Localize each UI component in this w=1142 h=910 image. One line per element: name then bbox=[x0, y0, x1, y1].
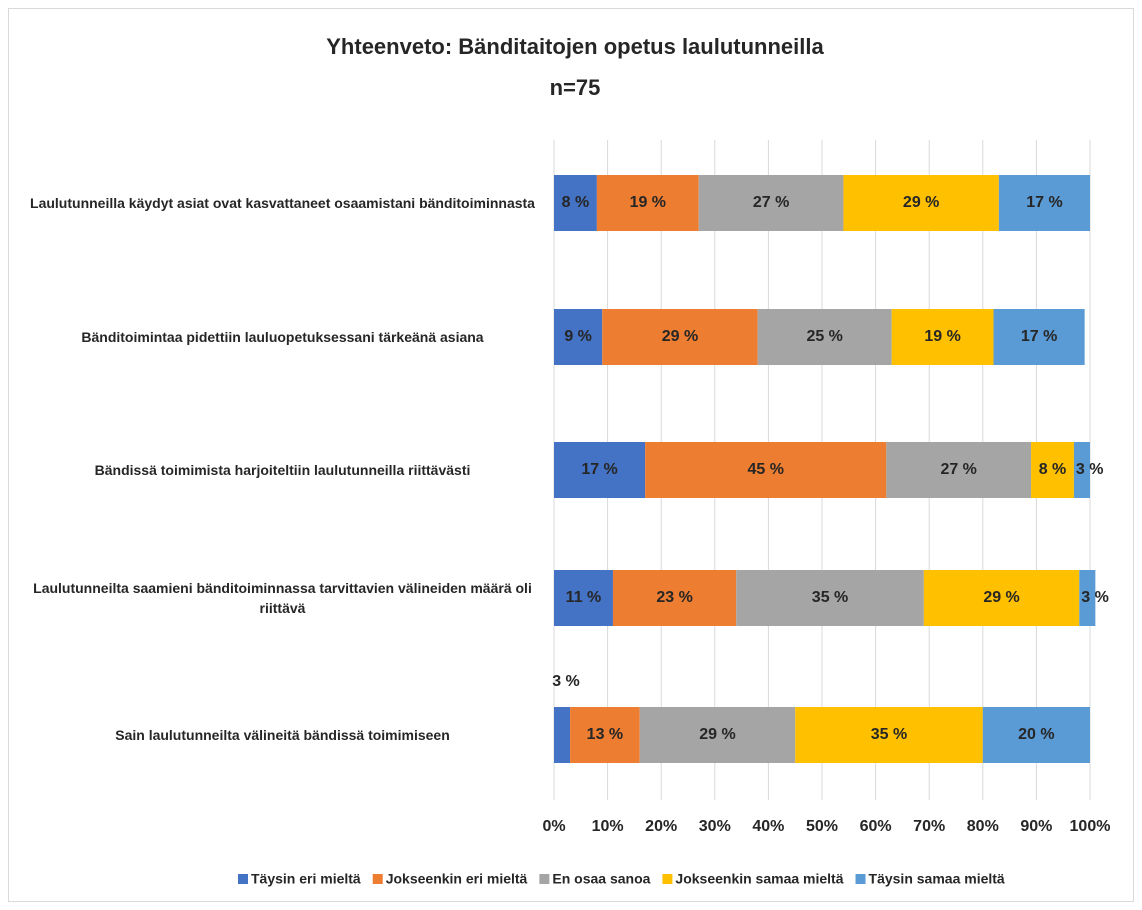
bar-segment bbox=[1031, 442, 1074, 498]
bar-segment bbox=[698, 175, 844, 231]
category-label: Laulutunneilla käydyt asiat ovat kasvatt… bbox=[30, 195, 535, 211]
bar-segment bbox=[554, 442, 646, 498]
data-label: 35 % bbox=[812, 589, 848, 606]
x-tick-label: 100% bbox=[1070, 818, 1111, 835]
bar-segment bbox=[554, 309, 603, 365]
chart-subtitle: n=75 bbox=[550, 75, 601, 100]
data-label: 25 % bbox=[806, 328, 842, 345]
legend-swatch bbox=[662, 874, 673, 884]
category-label: Bänditoimintaa pidettiin lauluopetuksess… bbox=[81, 329, 484, 345]
data-label: 27 % bbox=[753, 194, 789, 211]
data-label: 23 % bbox=[656, 589, 692, 606]
data-label: 45 % bbox=[747, 461, 783, 478]
bar-segment bbox=[596, 175, 699, 231]
legend-swatch bbox=[238, 874, 248, 884]
data-label: 9 % bbox=[564, 328, 592, 345]
bar-segment bbox=[639, 707, 796, 763]
data-label: 29 % bbox=[662, 328, 698, 345]
bar-segment bbox=[757, 309, 892, 365]
bar-segment bbox=[602, 309, 758, 365]
x-tick-label: 90% bbox=[1020, 818, 1052, 835]
x-tick-label: 10% bbox=[592, 818, 624, 835]
bar-segment bbox=[736, 570, 924, 626]
data-label: 3 % bbox=[552, 673, 580, 690]
bar-segment bbox=[923, 570, 1080, 626]
data-label: 11 % bbox=[566, 589, 602, 606]
bar-segment bbox=[982, 707, 1090, 763]
data-label: 8 % bbox=[1039, 461, 1067, 478]
legend-label: En osaa sanoa bbox=[552, 871, 650, 887]
data-label: 19 % bbox=[630, 194, 666, 211]
data-label: 3 % bbox=[1076, 461, 1104, 478]
data-label: 17 % bbox=[1026, 194, 1062, 211]
bar-segment bbox=[1073, 442, 1090, 498]
x-tick-label: 30% bbox=[699, 818, 731, 835]
data-label: 29 % bbox=[699, 726, 735, 743]
data-label: 17 % bbox=[1021, 328, 1057, 345]
data-label: 8 % bbox=[562, 194, 590, 211]
data-label: 17 % bbox=[581, 461, 617, 478]
legend-swatch bbox=[372, 874, 383, 884]
bar-segment bbox=[891, 309, 994, 365]
x-tick-label: 0% bbox=[542, 818, 565, 835]
legend-label: Täysin samaa mieltä bbox=[869, 871, 1005, 887]
bar-segment bbox=[886, 442, 1032, 498]
bar-segment bbox=[554, 570, 613, 626]
bar-segment bbox=[795, 707, 983, 763]
x-tick-label: 80% bbox=[967, 818, 999, 835]
bar-segment bbox=[998, 175, 1090, 231]
bar-segment bbox=[612, 570, 737, 626]
x-tick-label: 40% bbox=[752, 818, 784, 835]
data-label: 29 % bbox=[983, 589, 1019, 606]
x-tick-label: 60% bbox=[860, 818, 892, 835]
legend-label: Täysin eri mieltä bbox=[251, 871, 361, 887]
data-label: 13 % bbox=[587, 726, 623, 743]
data-label: 29 % bbox=[903, 194, 939, 211]
data-label: 3 % bbox=[1081, 589, 1109, 606]
category-label: Sain laulutunneilta välineitä bändissä t… bbox=[115, 727, 450, 743]
x-tick-label: 50% bbox=[806, 818, 838, 835]
chart-title: Yhteenveto: Bänditaitojen opetus laulutu… bbox=[326, 34, 824, 59]
legend-label: Jokseenkin samaa mieltä bbox=[675, 871, 843, 887]
data-label: 35 % bbox=[871, 726, 907, 743]
data-label: 27 % bbox=[940, 461, 976, 478]
bar-segment bbox=[554, 707, 571, 763]
legend-swatch bbox=[855, 874, 866, 884]
bar-segment bbox=[1079, 570, 1096, 626]
category-label: Bändissä toimimista harjoiteltiin laulut… bbox=[94, 462, 471, 478]
bar-segment bbox=[570, 707, 640, 763]
bar-segment bbox=[843, 175, 999, 231]
legend-swatch bbox=[539, 874, 550, 884]
x-tick-label: 20% bbox=[645, 818, 677, 835]
data-label: 20 % bbox=[1018, 726, 1054, 743]
legend-label: Jokseenkin eri mieltä bbox=[386, 871, 528, 887]
bar-segment bbox=[554, 175, 597, 231]
category-label: Laulutunneilta saamieni bänditoiminnassa… bbox=[33, 580, 532, 616]
bar-segment bbox=[993, 309, 1085, 365]
data-label: 19 % bbox=[924, 328, 960, 345]
x-tick-label: 70% bbox=[913, 818, 945, 835]
bar-segment bbox=[645, 442, 887, 498]
